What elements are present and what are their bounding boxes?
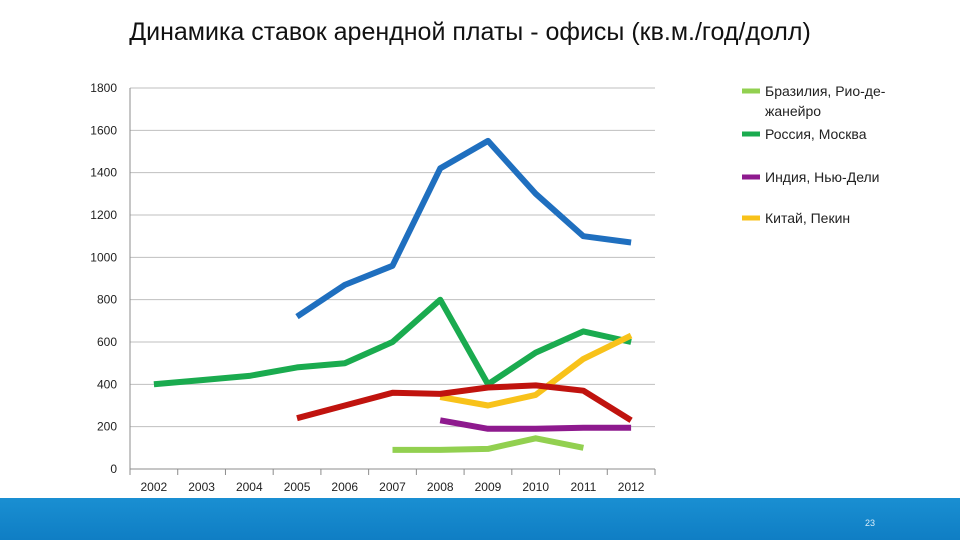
x-axis: 2002 2003 2004 2005 2006 2007 2008 2009 2010 2011… xyxy=(129,469,656,494)
y-tick-label: 0 xyxy=(110,462,117,476)
series-line-4 xyxy=(295,137,632,320)
y-tick-label: 1000 xyxy=(90,250,117,264)
y-axis: 0 200 400 600 800 1000 1200 1400 1600 1800 xyxy=(90,81,131,476)
legend-label: Китай, Пекин xyxy=(765,210,850,226)
x-tick-label: 2012 xyxy=(618,480,645,494)
slide-footer-bar: 23 xyxy=(0,498,960,540)
legend-label: Индия, Нью-Дели xyxy=(765,169,880,185)
page-number: 23 xyxy=(864,518,875,528)
y-tick-label: 1400 xyxy=(90,166,117,180)
x-tick-label: 2005 xyxy=(284,480,311,494)
series-line-1 xyxy=(153,296,632,388)
x-tick-label: 2011 xyxy=(571,480,597,494)
series-lines xyxy=(153,137,633,453)
chart-title: Динамика ставок арендной платы - офисы (… xyxy=(129,18,811,46)
legend-label: жанейро xyxy=(765,103,821,119)
y-tick-label: 600 xyxy=(97,335,117,349)
x-tick-label: 2008 xyxy=(427,480,454,494)
x-tick-label: 2009 xyxy=(475,480,502,494)
y-tick-label: 400 xyxy=(97,377,117,391)
x-tick-label: 2006 xyxy=(331,480,358,494)
x-tick-label: 2002 xyxy=(141,480,168,494)
legend-label: Бразилия, Рио-де- xyxy=(765,83,886,99)
y-tick-label: 800 xyxy=(97,293,117,307)
x-tick-label: 2007 xyxy=(379,480,406,494)
series-line-3 xyxy=(439,332,633,409)
x-tick-label: 2004 xyxy=(236,480,263,494)
series-line-0 xyxy=(392,435,584,453)
x-tick-label: 2010 xyxy=(522,480,549,494)
y-tick-label: 1200 xyxy=(90,208,117,222)
legend-label: Россия, Москва xyxy=(765,126,867,142)
series-line-2 xyxy=(439,417,632,432)
gridlines xyxy=(130,87,655,470)
x-tick-label: 2003 xyxy=(188,480,215,494)
legend: Бразилия, Рио-де-жанейро Россия, Москва Ин… xyxy=(742,83,886,226)
series-line-5 xyxy=(296,382,633,423)
y-tick-label: 200 xyxy=(97,420,117,434)
y-tick-label: 1800 xyxy=(90,81,117,95)
y-tick-label: 1600 xyxy=(90,123,117,137)
